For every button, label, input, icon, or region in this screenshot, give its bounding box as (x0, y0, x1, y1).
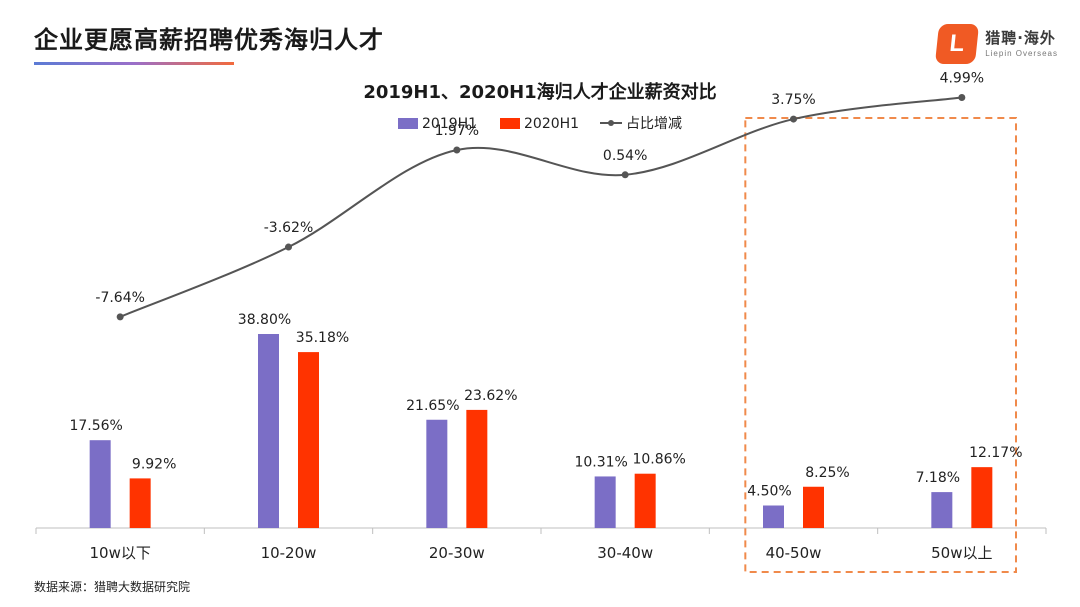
line-point (621, 171, 629, 179)
line-point (453, 146, 461, 154)
bar-2019h1-label: 4.50% (747, 484, 791, 500)
bar-2019h1-label: 21.65% (406, 398, 459, 414)
bar-2020h1-label: 9.92% (132, 456, 176, 472)
line-change-series (119, 96, 962, 318)
x-tick-label: 20-30w (429, 544, 485, 562)
bar-2020h1 (634, 473, 656, 528)
logo-text: 猎聘·海外 (985, 28, 1056, 47)
legend-2020h1-swatch (500, 118, 520, 129)
logo-text-block: 猎聘·海外 Liepin Overseas (985, 28, 1058, 58)
legend-line-label: 占比增减 (626, 116, 682, 132)
brand-logo: L 猎聘·海外 Liepin Overseas (935, 24, 1058, 64)
x-tick-label: 50w以上 (931, 544, 992, 562)
line-point-label: -7.64% (95, 290, 145, 306)
bar-2019h1-label: 7.18% (916, 470, 960, 486)
chart-title: 2019H1、2020H1海归人才企业薪资对比 (363, 82, 717, 103)
bar-2020h1-label: 35.18% (296, 330, 349, 346)
bar-2019h1-label: 10.31% (574, 454, 627, 470)
legend-line-marker (608, 120, 614, 126)
line-point (790, 115, 797, 123)
bar-2020h1 (803, 486, 824, 528)
bar-2020h1 (298, 352, 319, 528)
bar-2020h1-label: 10.86% (632, 452, 685, 468)
logo-subtext: Liepin Overseas (985, 48, 1058, 58)
title-underline (34, 62, 234, 65)
line-point-label: 3.75% (771, 92, 815, 108)
bar-2020h1-label: 23.62% (464, 388, 517, 404)
bar-2019h1 (931, 492, 953, 528)
data-source: 数据来源：猎聘大数据研究院 (34, 580, 191, 594)
bar-2020h1-label: 12.17% (969, 445, 1022, 461)
line-point-label: -3.62% (264, 220, 314, 236)
line-point (958, 94, 966, 102)
legend-2019h1-swatch (398, 118, 418, 129)
line-point (285, 243, 292, 251)
line-point-label: 4.99% (940, 71, 984, 87)
x-tick-label: 10-20w (261, 544, 317, 562)
legend-2020h1-label: 2020H1 (524, 116, 579, 132)
legend-2019h1-label: 2019H1 (422, 116, 477, 132)
bar-2019h1 (763, 505, 784, 528)
bar-2019h1 (89, 440, 111, 528)
line-point-label: 0.54% (603, 148, 647, 164)
line-point (116, 313, 124, 321)
bar-2019h1-label: 38.80% (238, 312, 291, 328)
bar-2019h1 (594, 476, 616, 528)
x-tick-label: 40-50w (766, 544, 822, 562)
x-tick-label: 30-40w (597, 544, 653, 562)
bar-2020h1 (129, 478, 151, 528)
bar-2020h1-label: 8.25% (805, 465, 849, 481)
bar-2020h1 (971, 467, 993, 528)
bar-2019h1 (258, 334, 279, 528)
bar-2019h1 (426, 419, 448, 528)
bar-2020h1 (466, 409, 488, 528)
bar-2019h1-label: 17.56% (69, 418, 122, 434)
line-point-label: 1.97% (435, 123, 479, 139)
x-tick-label: 10w以下 (89, 544, 150, 562)
highlight-box (744, 117, 1017, 573)
page-title: 企业更愿高薪招聘优秀海归人才 (34, 26, 384, 54)
